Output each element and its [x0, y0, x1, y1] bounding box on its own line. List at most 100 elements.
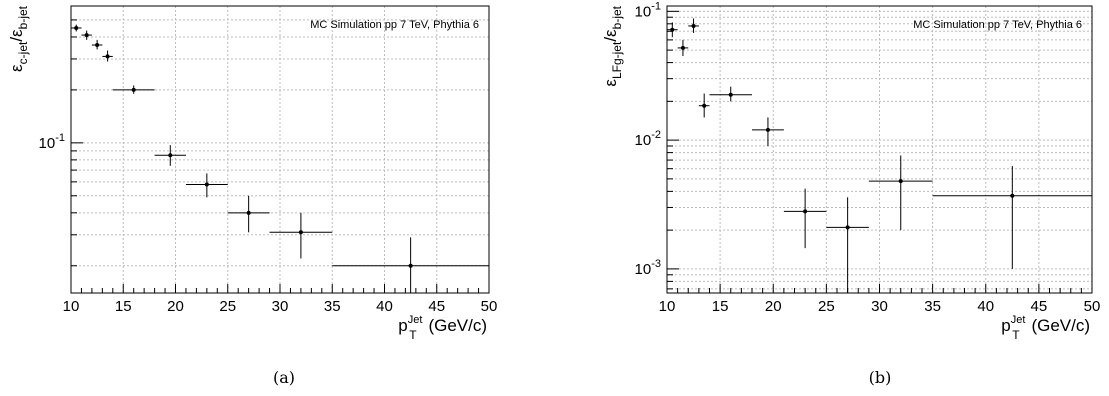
data-point — [698, 93, 710, 118]
data-point — [227, 195, 270, 233]
figure-caption: (a) — [273, 368, 295, 387]
x-tick-label: 25 — [818, 298, 835, 315]
grid-lines — [667, 6, 1092, 293]
y-tick-label: 10-3 — [635, 258, 661, 278]
data-marker — [680, 45, 685, 50]
x-title-sup: Jet — [408, 314, 423, 326]
data-marker — [702, 103, 707, 108]
data-series — [667, 18, 1092, 293]
annotation-text: MC Simulation pp 7 TeV, Phythia 6 — [310, 19, 479, 31]
data-point — [667, 22, 678, 38]
data-point — [677, 39, 689, 56]
data-marker — [95, 43, 100, 48]
plot-frame — [70, 5, 490, 294]
data-marker — [84, 33, 89, 38]
y-axis: 10-1 — [39, 19, 83, 267]
y-title-slash: / — [601, 37, 620, 42]
data-point — [185, 173, 228, 198]
data-point — [71, 24, 82, 32]
y-title-num-base: ε — [7, 64, 26, 72]
data-marker — [803, 209, 808, 214]
y-tick-exponent: -1 — [651, 0, 661, 12]
y-title-den-sub: b-jet — [16, 5, 30, 29]
y-axis: 10-110-210-3 — [635, 0, 679, 290]
x-tick-label: 35 — [924, 298, 941, 315]
data-marker — [168, 153, 173, 158]
x-title-base: p — [1001, 316, 1010, 335]
y-tick-exponent: -1 — [55, 132, 65, 144]
x-tick-label: 10 — [63, 298, 80, 315]
y-title-den-base: ε — [601, 29, 620, 37]
y-tick-label: 10-1 — [635, 0, 661, 20]
y-axis-title: εLFg-jet/εb-jet — [601, 5, 624, 86]
x-title-unit: (GeV/c) — [428, 316, 487, 335]
x-tick-label: 15 — [115, 298, 132, 315]
data-point — [269, 212, 333, 259]
data-marker — [74, 25, 79, 30]
y-title-den-sub: b-jet — [610, 5, 624, 29]
x-axis-title: pJet (GeV/c) — [1001, 314, 1090, 335]
x-tick-label: 20 — [765, 298, 782, 315]
y-tick-base: 10 — [39, 135, 56, 152]
y-title-num-sub: c-jet — [16, 41, 30, 64]
data-point — [932, 165, 1092, 269]
data-marker — [670, 27, 675, 32]
x-title-sub: T — [1012, 328, 1020, 342]
x-tick-label: 35 — [324, 298, 341, 315]
data-marker — [765, 127, 770, 132]
x-tick-label: 20 — [167, 298, 184, 315]
data-point — [783, 188, 827, 249]
data-marker — [204, 182, 209, 187]
data-marker — [845, 225, 850, 230]
x-tick-label: 50 — [1084, 298, 1101, 315]
x-tick-label: 30 — [871, 298, 888, 315]
y-tick-base: 10 — [635, 261, 652, 278]
x-tick-label: 25 — [219, 298, 236, 315]
y-axis-title-text: εLFg-jet/εb-jet — [601, 5, 624, 86]
x-tick-label: 45 — [1031, 298, 1048, 315]
figure-caption: (b) — [869, 368, 892, 387]
data-point — [868, 155, 933, 231]
data-point — [91, 39, 103, 50]
x-tick-label: 40 — [977, 298, 994, 315]
x-title-sup: Jet — [1011, 314, 1026, 326]
annotation-text: MC Simulation pp 7 TeV, Phythia 6 — [913, 19, 1082, 31]
x-title-base: p — [398, 316, 407, 335]
data-point — [688, 18, 699, 33]
x-title-sub: T — [409, 328, 417, 342]
data-point — [332, 237, 489, 293]
y-tick-base: 10 — [635, 132, 652, 149]
data-marker — [898, 179, 903, 184]
data-marker — [1010, 193, 1015, 198]
y-title-num-sub: LFg-jet — [610, 41, 624, 79]
x-axis: 10 15 20 25 30 35 40 45 50 — [63, 284, 498, 315]
y-tick-base: 10 — [635, 3, 652, 20]
data-marker — [246, 210, 251, 215]
x-tick-label: 45 — [428, 298, 445, 315]
x-tick-label: 50 — [481, 298, 498, 315]
data-point — [826, 197, 869, 293]
x-tick-label: 10 — [659, 298, 676, 315]
plot-frame — [666, 5, 1093, 294]
data-marker — [298, 230, 303, 235]
data-marker — [728, 92, 733, 97]
x-title-unit: (GeV/c) — [1031, 316, 1090, 335]
data-point — [154, 145, 186, 166]
y-tick-exponent: -2 — [651, 129, 661, 141]
y-axis-title-text: εc-jet/εb-jet — [7, 5, 30, 72]
x-tick-label: 30 — [272, 298, 289, 315]
data-point — [81, 30, 92, 40]
x-axis: 10 15 20 25 30 35 40 45 50 — [659, 284, 1101, 315]
data-point — [709, 86, 752, 102]
y-tick-label: 10-2 — [635, 129, 661, 149]
y-title-num-base: ε — [601, 79, 620, 87]
y-tick-exponent: -3 — [651, 258, 661, 270]
y-tick-label: 10-1 — [39, 132, 65, 152]
data-series — [71, 24, 489, 293]
y-axis-title: εc-jet/εb-jet — [7, 5, 30, 72]
x-axis-title: pJet (GeV/c) — [398, 314, 487, 335]
data-point — [102, 50, 113, 62]
data-point — [752, 117, 784, 147]
